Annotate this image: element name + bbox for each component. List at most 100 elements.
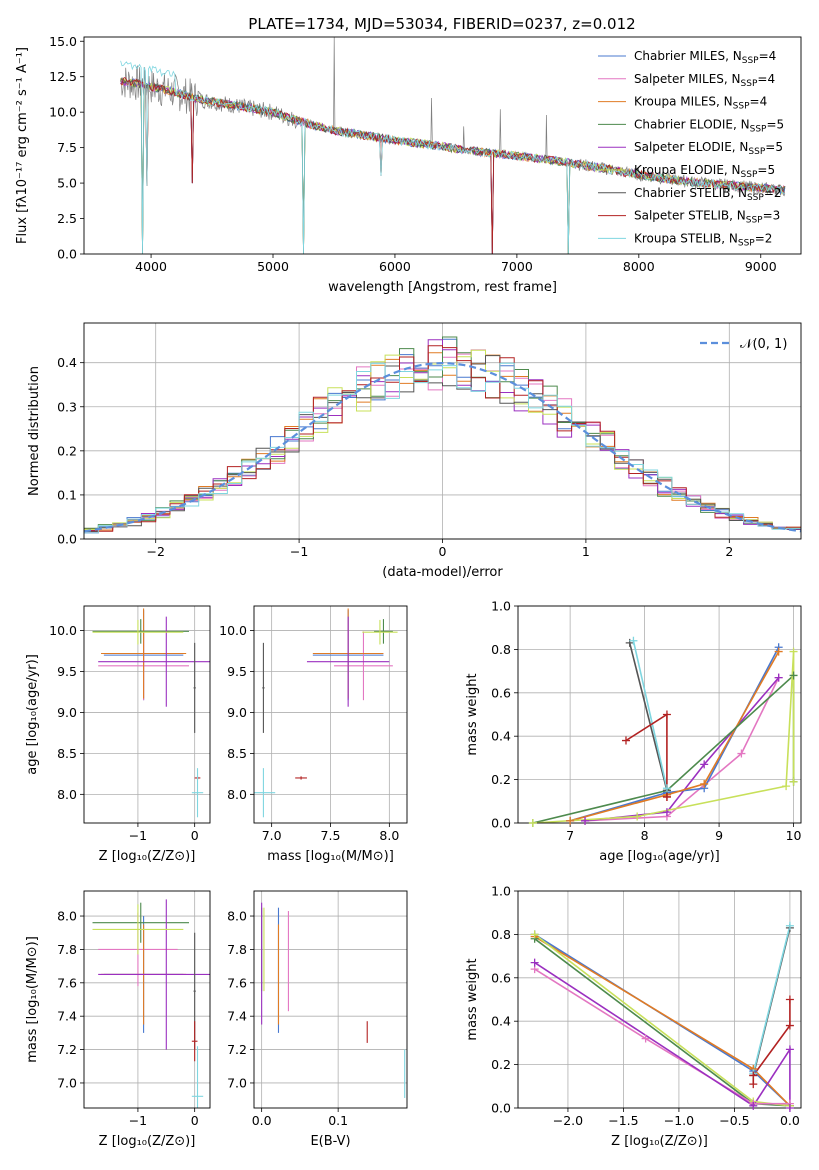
y-tick-label: 0.6 bbox=[491, 685, 511, 700]
axes-weight_vs_age: 7 8 9 10 0.0 0.2 0.4 0.6 0.8 1.0 age [log₁₀(age/yr… bbox=[465, 599, 802, 865]
x-tick-label: 8 bbox=[641, 828, 649, 843]
weight-marker bbox=[774, 647, 783, 656]
y-tick-label: 9.0 bbox=[57, 705, 77, 720]
y-tick-label: 1.0 bbox=[491, 884, 511, 899]
plot-area-weight_vs_Z bbox=[534, 925, 791, 1108]
y-axis-label: mass [log₁₀(M/M⊙)] bbox=[25, 936, 40, 1063]
y-tick-label: 0.2 bbox=[491, 1057, 511, 1072]
histogram-line-6 bbox=[84, 355, 801, 532]
y-tick-label: 0.1 bbox=[57, 487, 77, 502]
weight-marker bbox=[662, 808, 671, 817]
histogram-line-4 bbox=[84, 339, 801, 531]
weight-marker bbox=[789, 671, 798, 680]
legend-entry-6: Chabrier STELIB, NSSP=2 bbox=[634, 186, 782, 203]
y-tick-label: 9.0 bbox=[227, 705, 247, 720]
x-axis-label: wavelength [Angstrom, rest frame] bbox=[328, 280, 557, 295]
histogram-line-8 bbox=[84, 362, 801, 534]
legend-entry-name: Chabrier STELIB, N bbox=[634, 186, 747, 200]
legend-entry-suffix: =5 bbox=[765, 140, 783, 154]
legend-entry-sub: SSP bbox=[746, 216, 763, 226]
weight-marker bbox=[700, 760, 709, 769]
y-tick-label: 2.5 bbox=[57, 211, 77, 226]
weight-line-7 bbox=[632, 640, 668, 789]
y-tick-label: 7.8 bbox=[57, 942, 77, 957]
y-tick-label: 0.8 bbox=[491, 642, 511, 657]
y-tick-label: 8.5 bbox=[227, 746, 247, 761]
y-axis-label: mass weight bbox=[465, 673, 480, 755]
y-tick-label: 10.0 bbox=[49, 105, 77, 120]
x-tick-label: 7.5 bbox=[321, 828, 341, 843]
axes-mass_vs_Z: −1 0 7.0 7.2 7.4 7.6 7.8 8.0 Z [log₁₀(Z/Z⊙)] mass… bbox=[25, 890, 211, 1149]
axes-weight_vs_Z: −2.0 −1.5 −1.0 −0.5 0.0 0.0 0.2 0.4 0.6 0.8 1.0 Z [… bbox=[465, 884, 802, 1149]
legend-entry-0: Chabrier MILES, NSSP=4 bbox=[634, 49, 776, 66]
legend-entry-name: Salpeter STELIB, N bbox=[634, 209, 746, 223]
weight-marker bbox=[785, 1104, 794, 1112]
weight-marker bbox=[621, 736, 630, 745]
weight-line-8 bbox=[752, 999, 791, 1085]
axes-frame bbox=[517, 605, 802, 824]
weight-marker bbox=[662, 710, 671, 719]
y-tick-label: 0.0 bbox=[57, 532, 77, 547]
y-tick-label: 1.0 bbox=[491, 599, 511, 614]
weight-marker bbox=[789, 647, 798, 656]
y-tick-label: 0.3 bbox=[57, 399, 77, 414]
y-tick-label: 7.0 bbox=[57, 1075, 77, 1090]
legend-entry-suffix: =4 bbox=[750, 95, 768, 109]
y-tick-label: 0.2 bbox=[57, 443, 77, 458]
weight-marker bbox=[737, 749, 746, 758]
legend-entry-name: Kroupa STELIB, N bbox=[634, 231, 738, 245]
y-tick-label: 9.5 bbox=[227, 664, 247, 679]
axes-frame bbox=[517, 890, 802, 1109]
x-tick-label: 0 bbox=[439, 544, 447, 559]
legend-entry-4: Salpeter ELODIE, NSSP=5 bbox=[634, 140, 783, 157]
weight-line-0 bbox=[584, 677, 780, 822]
axes-mass_vs_ebv: 0.0 0.1 7.0 7.2 7.4 7.6 7.8 8.0 E(B-V) bbox=[227, 890, 408, 1149]
weight-marker bbox=[629, 636, 638, 645]
x-tick-label: 0.1 bbox=[328, 1113, 348, 1128]
legend-entry-suffix: =5 bbox=[766, 117, 784, 131]
y-axis-label: Flux [fλ10⁻¹⁷ erg cm⁻² s⁻¹ A⁻¹] bbox=[15, 47, 30, 244]
weight-marker bbox=[782, 782, 791, 791]
x-tick-label: 8000 bbox=[623, 259, 655, 274]
y-tick-label: 0.2 bbox=[491, 772, 511, 787]
weight-marker bbox=[528, 819, 537, 827]
weight-marker bbox=[789, 777, 798, 786]
weight-line-5 bbox=[534, 961, 791, 1108]
x-tick-label: 2 bbox=[725, 544, 733, 559]
weight-line-3 bbox=[569, 651, 780, 822]
legend-entry-sub: SSP bbox=[747, 193, 764, 203]
weight-marker bbox=[749, 1101, 758, 1110]
x-tick-label: 9 bbox=[715, 828, 723, 843]
axes-frame bbox=[253, 605, 408, 824]
weight-marker bbox=[530, 930, 539, 939]
axes-frame bbox=[83, 605, 211, 824]
x-tick-label: 0.0 bbox=[780, 1113, 800, 1128]
y-tick-label: 15.0 bbox=[49, 34, 77, 49]
x-tick-label: 7000 bbox=[501, 259, 533, 274]
weight-marker bbox=[785, 995, 794, 1004]
y-tick-label: 7.4 bbox=[57, 1009, 77, 1024]
weight-marker bbox=[662, 784, 671, 793]
x-tick-label: 7.0 bbox=[262, 828, 282, 843]
weight-line-4 bbox=[532, 673, 795, 823]
axes-age_vs_Z: −1 0 8.0 8.5 9.0 9.5 10.0 Z [log₁₀(Z/Z⊙)] age [l… bbox=[25, 605, 211, 864]
weight-line-1 bbox=[584, 677, 780, 822]
weight-marker bbox=[641, 1034, 650, 1043]
gaussian-reference-line bbox=[84, 361, 801, 533]
x-tick-label: −1.5 bbox=[608, 1113, 638, 1128]
y-tick-label: 8.5 bbox=[57, 746, 77, 761]
axes-frame bbox=[83, 322, 802, 540]
y-tick-label: 8.0 bbox=[57, 909, 77, 924]
legend-entry-suffix: =4 bbox=[757, 72, 775, 86]
y-tick-label: 0.4 bbox=[491, 729, 511, 744]
legend-entry-name: Chabrier MILES, N bbox=[634, 49, 742, 63]
x-tick-label: −0.5 bbox=[719, 1113, 749, 1128]
plot-area-weight_vs_age bbox=[532, 640, 795, 823]
x-tick-label: 8.0 bbox=[379, 828, 399, 843]
x-axis-label: E(B-V) bbox=[310, 1134, 350, 1149]
legend-entry-sub: SSP bbox=[733, 102, 750, 112]
plot-area-residuals bbox=[84, 336, 801, 534]
plot-area-spectrum bbox=[120, 37, 786, 254]
x-tick-label: 1 bbox=[582, 544, 590, 559]
legend-entry-suffix: =4 bbox=[759, 49, 777, 63]
